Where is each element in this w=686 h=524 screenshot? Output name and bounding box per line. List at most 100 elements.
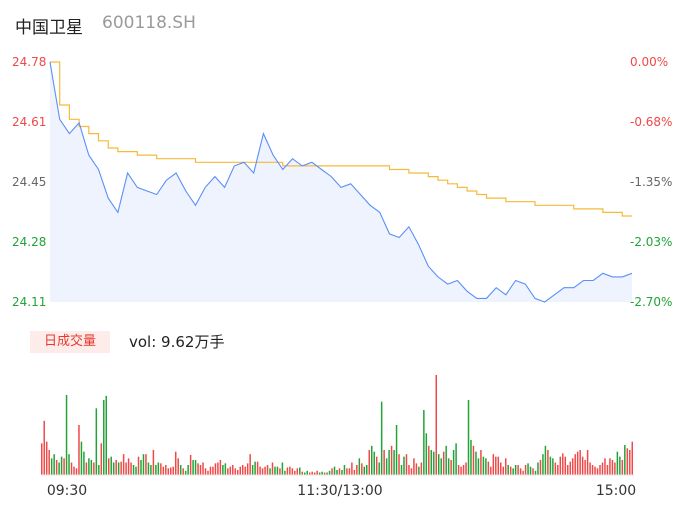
volume-bar xyxy=(227,468,229,475)
volume-bar xyxy=(611,460,614,475)
volume-bar xyxy=(629,450,631,475)
price-chart: 24.78 24.61 24.45 24.28 24.11 0.00% -0.68% -1.3… xyxy=(12,55,672,309)
volume-bar xyxy=(313,472,316,475)
volume-bar xyxy=(88,458,90,475)
volume-bar xyxy=(204,468,207,475)
volume-bar xyxy=(224,463,227,475)
volume-bar xyxy=(460,466,462,475)
volume-bar xyxy=(152,450,155,475)
y-tick-left: 24.61 xyxy=(12,115,46,129)
volume-bar xyxy=(269,468,271,475)
volume-bar xyxy=(259,466,261,475)
volume-bar xyxy=(234,468,237,475)
volume-bar xyxy=(112,462,115,475)
volume-bar xyxy=(470,440,472,475)
volume-bar xyxy=(95,408,98,475)
volume-bar xyxy=(547,450,549,475)
volume-bar xyxy=(53,454,55,475)
volume-bar xyxy=(609,458,611,475)
volume-bar xyxy=(237,470,239,475)
volume-bar xyxy=(490,466,492,475)
volume-bar xyxy=(512,468,514,475)
volume-bar xyxy=(323,472,326,475)
volume-bar xyxy=(390,445,393,475)
volume-bar xyxy=(189,455,192,475)
volume-bar xyxy=(187,465,189,475)
volume-bar xyxy=(281,462,284,475)
volume-bar xyxy=(41,443,43,475)
volume-bar xyxy=(304,472,306,475)
volume-bar xyxy=(465,462,467,475)
volume-bar xyxy=(137,456,140,475)
volume-bar xyxy=(537,462,539,475)
volume-bar xyxy=(120,461,122,475)
volume-bar xyxy=(619,456,621,475)
volume-bar xyxy=(415,463,418,475)
volume-bar xyxy=(179,465,182,475)
volume-bar xyxy=(157,462,160,475)
volume-bar xyxy=(616,451,619,475)
volume-bar xyxy=(348,468,351,475)
y-tick-left: 24.28 xyxy=(12,235,46,249)
volume-bar xyxy=(68,454,70,475)
volume-bar xyxy=(363,466,366,475)
volume-bar xyxy=(554,462,557,475)
volume-bar xyxy=(353,470,356,475)
volume-bar xyxy=(105,395,107,475)
volume-bar xyxy=(73,466,75,475)
volume-bar xyxy=(160,463,162,475)
volume-bar xyxy=(127,458,130,475)
volume-bar xyxy=(495,456,497,475)
volume-bar xyxy=(249,454,251,475)
volume-bar xyxy=(552,458,554,475)
volume-bar xyxy=(544,445,547,475)
volume-bar xyxy=(172,466,174,475)
volume-bar xyxy=(48,450,50,475)
volume-bar xyxy=(219,460,222,475)
volume-bar xyxy=(155,465,157,475)
volume-bar xyxy=(388,450,390,475)
volume-bar xyxy=(279,468,281,475)
volume-bar xyxy=(90,460,93,475)
volume-bar xyxy=(170,467,172,475)
y-tick-right: -2.70% xyxy=(630,295,672,309)
volume-bar xyxy=(373,451,375,475)
volume-bar xyxy=(437,454,440,475)
volume-bar xyxy=(145,454,147,475)
volume-bar xyxy=(462,465,465,475)
volume-bar xyxy=(306,470,308,475)
volume-bar xyxy=(142,454,145,475)
volume-bar xyxy=(626,448,629,475)
y-tick-left: 24.45 xyxy=(12,175,46,189)
volume-tag[interactable]: 日成交量 xyxy=(30,331,110,353)
volume-bar xyxy=(371,445,373,475)
volume-bar xyxy=(222,465,224,475)
volume-bar xyxy=(420,462,423,475)
volume-bar xyxy=(631,441,634,475)
volume-bar xyxy=(271,462,274,475)
volume-bar xyxy=(442,451,445,475)
volume-bar xyxy=(524,465,527,475)
volume-bar xyxy=(400,465,403,475)
volume-bar xyxy=(567,465,569,475)
volume-bar xyxy=(184,470,187,475)
stock-name: 中国卫星 xyxy=(15,18,83,38)
volume-bar xyxy=(50,458,53,475)
volume-bar xyxy=(410,468,413,475)
volume-bar xyxy=(497,456,500,475)
volume-bar xyxy=(241,465,244,475)
volume-bar xyxy=(85,462,88,475)
volume-bar xyxy=(311,471,313,475)
volume-bar xyxy=(232,465,234,475)
volume-bar xyxy=(244,466,246,475)
volume-bar xyxy=(433,451,435,475)
volume-readout: vol: 9.62万手 xyxy=(129,333,225,351)
volume-bar xyxy=(286,467,289,475)
volume-bar xyxy=(604,458,606,475)
volume-bar xyxy=(165,465,167,475)
volume-bar xyxy=(103,400,105,475)
volume-bar xyxy=(485,458,487,475)
volume-bar xyxy=(98,465,100,475)
volume-bar xyxy=(264,466,266,475)
volume-bar xyxy=(274,466,276,475)
